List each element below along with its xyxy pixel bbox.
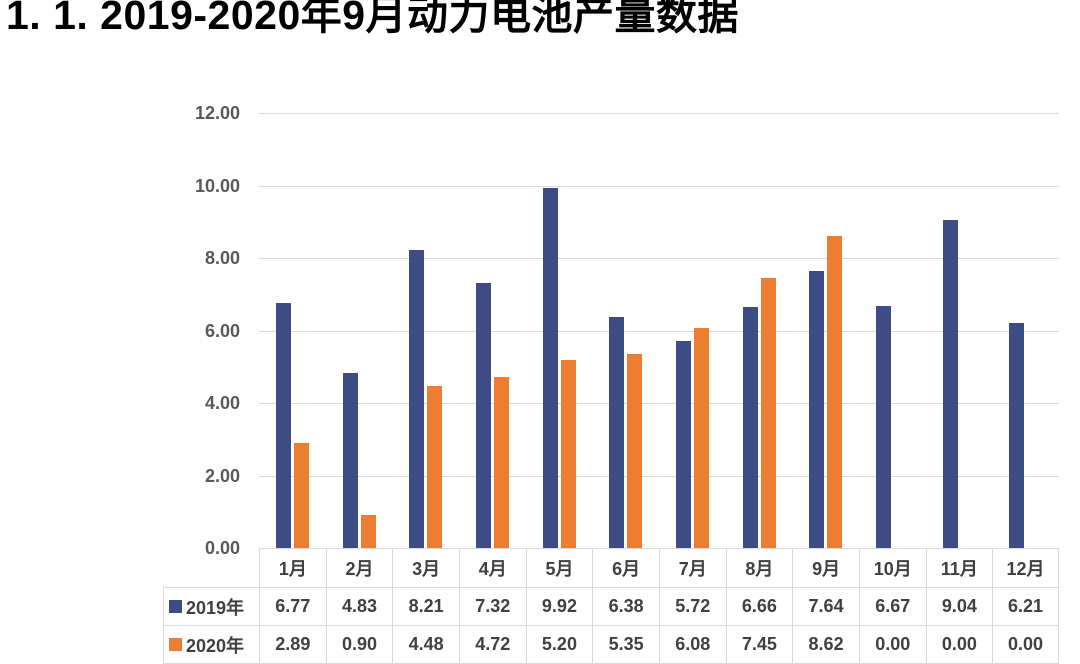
value-cell: 4.72 [458, 626, 526, 664]
chart-bar-2020年-2月 [360, 515, 376, 548]
legend-swatch-2020年 [169, 638, 182, 651]
gridline [259, 258, 1059, 259]
value-cell: 9.04 [925, 588, 993, 626]
value-cell: 6.66 [725, 588, 793, 626]
value-cell: 6.38 [592, 588, 659, 626]
value-cell: 5.20 [525, 626, 593, 664]
series-legend-cell: 2020年 [163, 626, 259, 664]
chart-bar-2019年-1月 [275, 302, 291, 548]
chart-bar-2019年-10月 [875, 306, 891, 548]
month-header-cell: 3月 [392, 549, 459, 588]
month-header-cell: 1月 [259, 549, 326, 588]
legend-swatch-2019年 [169, 600, 182, 613]
value-cell: 2.89 [259, 626, 326, 664]
value-cell: 6.21 [992, 588, 1059, 626]
chart-bar-2019年-2月 [342, 372, 358, 548]
month-header-cell: 5月 [525, 549, 593, 588]
y-tick-label: 12.00 [194, 103, 240, 123]
chart-bar-2020年-3月 [427, 385, 443, 548]
value-cell: 4.48 [392, 626, 459, 664]
month-header-cell: 9月 [792, 549, 859, 588]
value-cell: 0.00 [858, 626, 926, 664]
chart-bar-2020年-9月 [827, 235, 843, 548]
series-label: 2019年 [186, 597, 245, 618]
month-header-cell: 7月 [658, 549, 726, 588]
chart-bar-2020年-4月 [493, 376, 509, 548]
chart-bar-2019年-7月 [675, 340, 691, 548]
value-cell: 9.92 [525, 588, 593, 626]
value-cell: 0.00 [925, 626, 993, 664]
y-tick-label: 10.00 [194, 176, 240, 196]
month-header-cell: 6月 [592, 549, 659, 588]
month-header-cell: 10月 [858, 549, 926, 588]
gridline [259, 403, 1059, 404]
chart-bar-2019年-8月 [742, 306, 758, 548]
y-tick-label: 8.00 [204, 248, 240, 268]
value-cell: 5.35 [592, 626, 659, 664]
value-cell: 4.83 [325, 588, 393, 626]
value-cell: 0.90 [325, 626, 393, 664]
value-cell: 8.21 [392, 588, 459, 626]
series-legend-cell: 2019年 [163, 588, 259, 626]
chart-bar-2019年-12月 [1009, 322, 1025, 548]
chart-bar-2019年-6月 [609, 316, 625, 548]
month-header-cell: 8月 [725, 549, 793, 588]
gridline [259, 476, 1059, 477]
y-tick-label: 6.00 [204, 321, 240, 341]
month-header-cell: 12月 [992, 549, 1059, 588]
chart-bar-2020年-7月 [693, 327, 709, 548]
chart-bar-2019年-9月 [809, 271, 825, 548]
chart-bar-2020年-1月 [293, 443, 309, 548]
value-cell: 6.08 [658, 626, 726, 664]
chart-bar-2019年-11月 [942, 220, 958, 548]
data-table-header-row: 1月 2月 3月 4月 5月 6月 7月 8月 9月 10月 11月 12月 [163, 549, 1059, 588]
series-label: 2020年 [186, 635, 245, 656]
y-tick-label: 0.00 [204, 538, 240, 558]
value-cell: 5.72 [658, 588, 726, 626]
page-title: 1. 1. 2019-2020年9月动力电池产量数据 [6, 0, 740, 38]
chart-bar-2019年-5月 [542, 188, 558, 548]
value-cell: 0.00 [992, 626, 1059, 664]
gridline [259, 331, 1059, 332]
data-table-corner-cell [163, 549, 259, 588]
value-cell: 6.67 [858, 588, 926, 626]
month-header-cell: 4月 [458, 549, 526, 588]
value-cell: 7.64 [792, 588, 859, 626]
chart-bar-2020年-6月 [627, 354, 643, 548]
chart-bar-2020年-8月 [760, 277, 776, 548]
chart-bar-2020年-5月 [560, 359, 576, 548]
month-header-cell: 11月 [925, 549, 993, 588]
value-cell: 7.32 [458, 588, 526, 626]
data-table-row-2019年: 2019年 6.77 4.83 8.21 7.32 9.92 6.38 5.72 6.66 7.6… [163, 588, 1059, 626]
data-table-row-2020年: 2020年 2.89 0.90 4.48 4.72 5.20 5.35 6.08 7.45 8.6… [163, 626, 1059, 664]
value-cell: 8.62 [792, 626, 859, 664]
y-tick-label: 2.00 [204, 466, 240, 486]
gridline [259, 186, 1059, 187]
month-header-cell: 2月 [325, 549, 393, 588]
y-tick-label: 4.00 [204, 393, 240, 413]
gridline [259, 548, 1059, 549]
gridline [259, 113, 1059, 114]
value-cell: 6.77 [259, 588, 326, 626]
chart-bar-2019年-4月 [475, 282, 491, 548]
value-cell: 7.45 [725, 626, 793, 664]
battery-production-bar-chart: 0.00 2.00 4.00 6.00 8.00 10.00 12.00 1月 2月 3月 4月 5月… [163, 103, 1059, 664]
chart-bar-2019年-3月 [409, 250, 425, 548]
